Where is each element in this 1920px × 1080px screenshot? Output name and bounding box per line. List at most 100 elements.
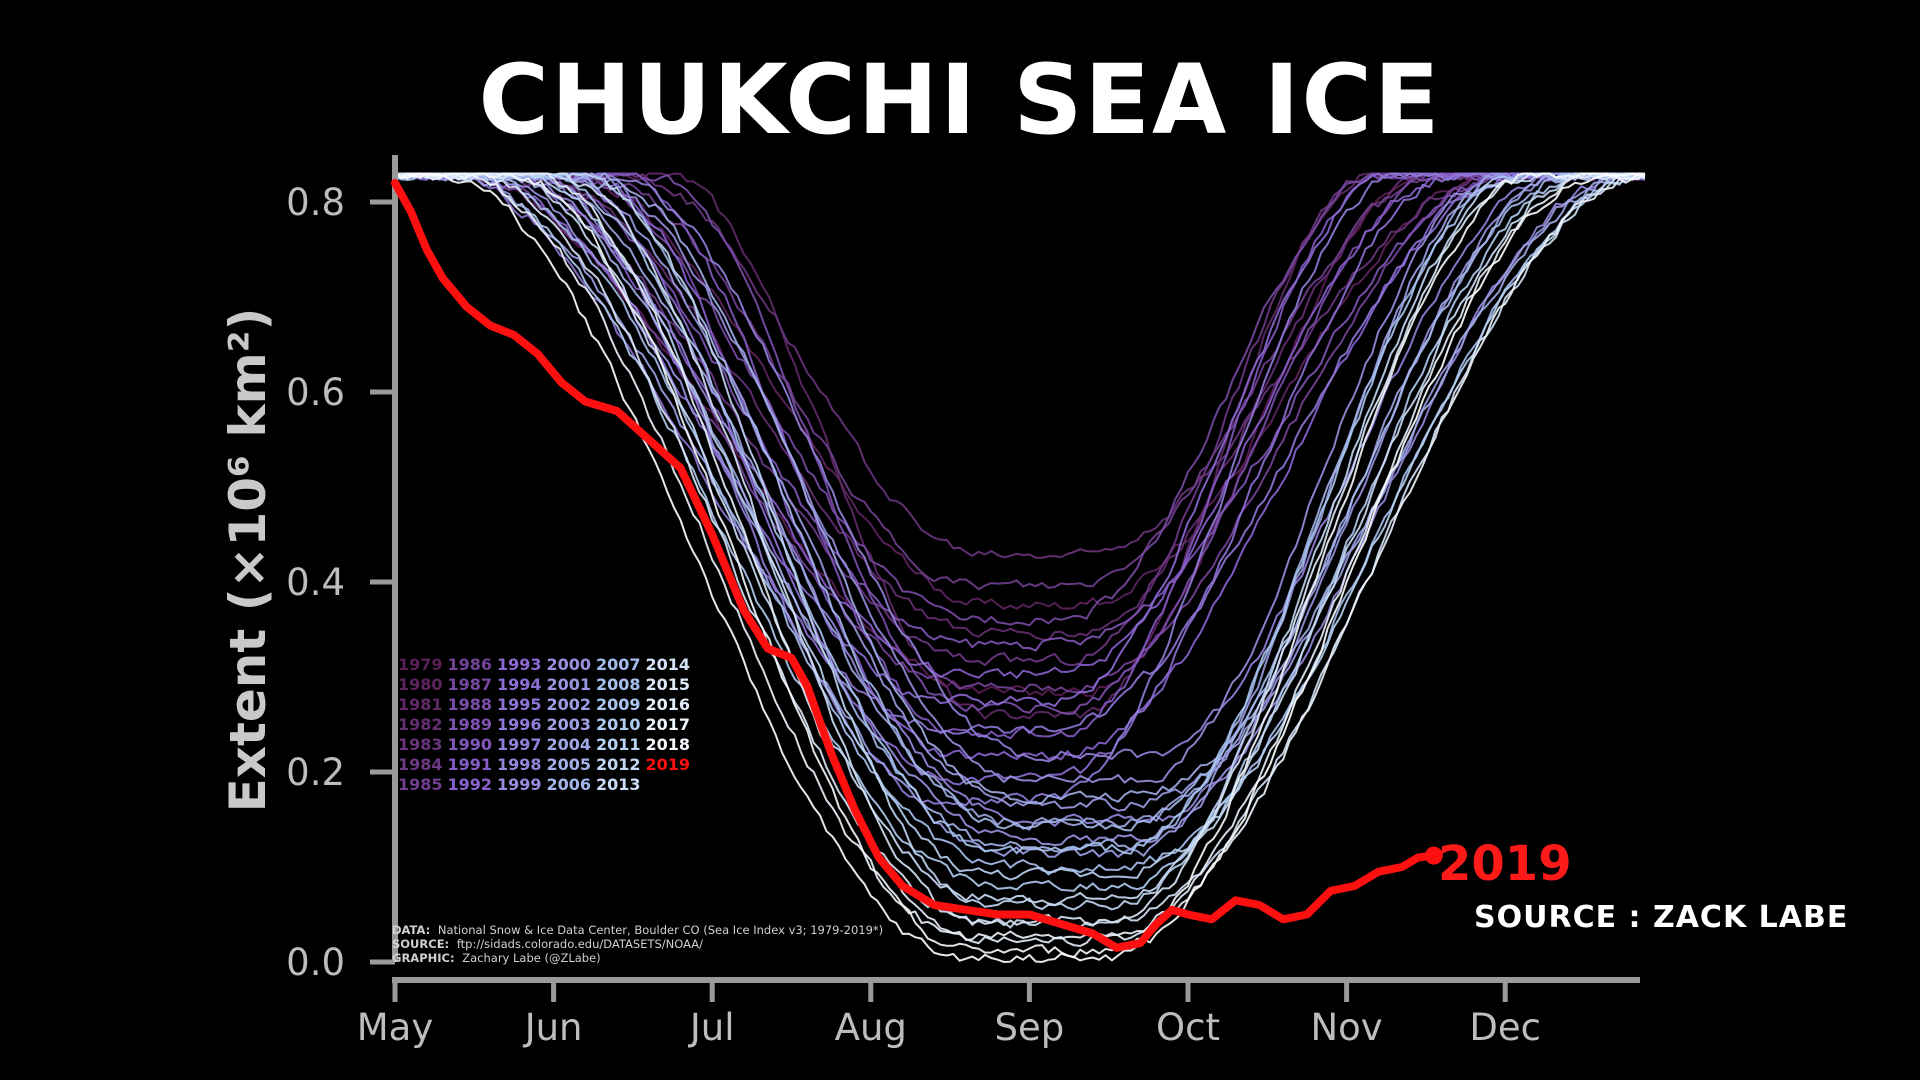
year-line-2001 [394,172,1646,812]
year-line-1989 [394,172,1645,652]
legend-year: 1998 [497,755,542,774]
legend-year: 2015 [646,675,691,694]
year-line-1995 [394,172,1645,735]
legend-year: 1999 [497,775,542,794]
year-line-1980 [394,172,1645,610]
legend-year: 1990 [448,735,493,754]
legend-year: 1983 [398,735,443,754]
legend-year: 2016 [646,695,691,714]
note-source-text: ftp://sidads.colorado.edu/DATASETS/NOAA/ [457,937,703,951]
chart-title: CHUKCHI SEA ICE [478,44,1442,156]
legend-year: 2000 [547,655,592,674]
legend-year: 1993 [497,655,542,674]
x-tick-label: Oct [1156,1006,1220,1049]
legend-year: 2008 [596,675,641,694]
year-line-2019 [391,179,1438,952]
year-line-2018 [394,172,1645,964]
legend-year: 1996 [497,715,542,734]
x-tick-label: Sep [995,1006,1065,1049]
year-line-1983 [395,172,1645,559]
legend-year: 2014 [646,655,691,674]
legend-year: 2006 [547,775,592,794]
y-axis-label: Extent (×10⁶ km²) [219,308,277,813]
legend-year: 1982 [398,715,443,734]
data-notes: DATA: National Snow & Ice Data Center, B… [392,923,883,965]
year-line-1991 [394,172,1646,680]
year-line-1994 [394,172,1646,786]
year-line-2017 [394,172,1646,959]
legend-year: 2013 [596,775,641,794]
year-line-2004 [394,172,1645,805]
source-credit: SOURCE : ZACK LABE [1474,900,1849,935]
legend-year: 1994 [497,675,542,694]
year-line-2011 [395,172,1645,911]
highlight-end-marker [1424,846,1443,865]
legend-year: 1988 [448,695,493,714]
legend-year: 2009 [596,695,641,714]
legend-year: 1992 [448,775,493,794]
year-line-2014 [394,172,1645,927]
highlight-series-label: 2019 [1438,836,1572,892]
note-data: DATA: National Snow & Ice Data Center, B… [392,923,883,937]
y-tick-label: 0.0 [286,941,345,984]
legend-year: 1984 [398,755,443,774]
legend-year: 1985 [398,775,443,794]
legend-year: 2003 [547,715,592,734]
note-source: SOURCE: ftp://sidads.colorado.edu/DATASE… [392,937,703,951]
legend-year: 1997 [497,735,542,754]
y-tick-label: 0.8 [286,181,345,224]
year-line-2008 [394,172,1645,855]
legend-year: 1991 [448,755,493,774]
legend-year: 2002 [547,695,592,714]
legend-year: 2017 [646,715,691,734]
y-tick-label: 0.6 [286,371,345,414]
legend-year: 1986 [448,655,493,674]
year-line-1990 [395,172,1645,740]
note-data-label: DATA: [392,923,430,937]
axes [392,155,1640,983]
year-line-2010 [394,172,1646,881]
x-ticks: May Jun Jul Aug Sep Oct Nov Dec [357,980,1541,1049]
year-line-1999 [395,172,1645,784]
legend-year: 2007 [596,655,641,674]
x-tick-label: Jul [688,1006,735,1049]
year-line-2012 [394,172,1646,907]
legend-year: 2018 [646,735,691,754]
highlight-series [391,179,1443,952]
historical-year-lines [394,172,1646,964]
legend-year: 2010 [596,715,641,734]
legend-year: 1979 [398,655,443,674]
legend-year: 2005 [547,755,592,774]
legend-year: 2001 [547,675,592,694]
legend-year: 1981 [398,695,443,714]
legend-year: 2019 [646,755,691,774]
year-line-2013 [394,172,1646,930]
note-source-label: SOURCE: [392,937,449,951]
year-line-2006 [394,172,1646,832]
note-graphic-label: GRAPHIC: [392,951,455,965]
x-tick-label: May [357,1006,434,1049]
legend-year: 1987 [448,675,493,694]
legend-year: 2012 [596,755,641,774]
legend-year: 2011 [596,735,641,754]
note-data-text: National Snow & Ice Data Center, Boulder… [438,923,883,937]
x-tick-label: Jun [523,1006,583,1049]
y-tick-label: 0.4 [286,561,345,604]
note-graphic: GRAPHIC: Zachary Labe (@ZLabe) [392,951,601,965]
y-tick-label: 0.2 [286,751,345,794]
year-line-1979 [394,172,1645,698]
y-ticks: 0.0 0.2 0.4 0.6 0.8 [286,181,395,984]
x-tick-label: Nov [1310,1006,1382,1049]
legend-year: 2004 [547,735,592,754]
legend-year: 1989 [448,715,493,734]
legend-year: 1980 [398,675,443,694]
year-line-1993 [395,172,1645,708]
year-line-1985 [394,172,1645,591]
legend-year: 1995 [497,695,542,714]
year-line-2015 [394,172,1645,948]
year-legend: 1979 1986 1993 2000 2007 2014 1980 1987 1994 2001… [398,655,690,794]
x-tick-label: Dec [1469,1006,1541,1049]
year-line-2009 [395,172,1646,892]
year-line-1981 [395,172,1646,720]
